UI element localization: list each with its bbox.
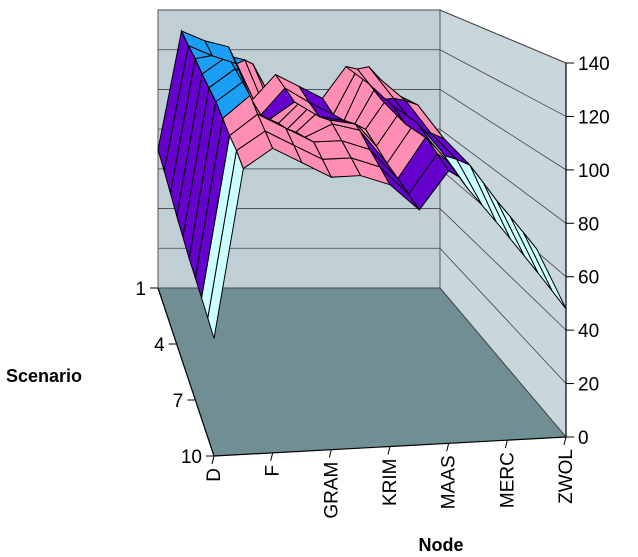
z-axis: 0 20 40 60 80 100 120 140 <box>158 9 610 449</box>
surface-cell <box>416 121 455 170</box>
chart-floor <box>158 288 566 456</box>
z-gridline <box>158 247 567 384</box>
x-tick-label: MAAS <box>439 455 460 509</box>
x-tick-mark <box>270 452 274 461</box>
x-tick-mark <box>504 440 508 449</box>
z-gridline <box>158 287 567 438</box>
z-tick-label: 60 <box>578 268 599 289</box>
z-tick-label: 40 <box>578 321 599 342</box>
z-tick-label: 100 <box>578 161 610 182</box>
y-tick-label: 4 <box>154 335 165 356</box>
z-tick-label: 120 <box>578 107 610 128</box>
z-gridline <box>158 9 567 64</box>
x-tick-label: F <box>263 465 284 477</box>
z-tick-label: 80 <box>578 214 599 235</box>
x-tick-label: MERC <box>497 452 518 508</box>
y-tick-label: 7 <box>173 391 184 412</box>
z-tick-label: 0 <box>578 428 589 449</box>
y-tick-label: 1 <box>135 279 146 300</box>
x-axis: D F GRAM KRIM MAAS MERC ZWOL <box>204 436 577 519</box>
x-tick-mark <box>563 436 567 446</box>
x-tick-mark <box>211 455 215 465</box>
z-tick-label: 140 <box>578 54 610 75</box>
y-axis-line <box>157 287 215 457</box>
x-tick-mark <box>446 443 450 452</box>
x-tick-mark <box>387 446 391 455</box>
x-tick-mark <box>328 449 332 458</box>
y-tick-label: 10 <box>181 447 202 468</box>
x-tick-label: D <box>204 468 225 482</box>
y-axis: 1 4 7 10 <box>135 279 215 468</box>
x-tick-label: KRIM <box>380 459 401 507</box>
x-axis-title: Node <box>419 535 464 555</box>
x-tick-label: GRAM <box>321 462 342 519</box>
z-tick-label: 20 <box>578 375 599 396</box>
x-tick-label: ZWOL <box>556 449 577 504</box>
y-axis-title: Scenario <box>6 366 82 386</box>
z-gridline <box>158 208 567 331</box>
z-gridline <box>158 49 567 117</box>
surface-mesh <box>157 29 567 339</box>
